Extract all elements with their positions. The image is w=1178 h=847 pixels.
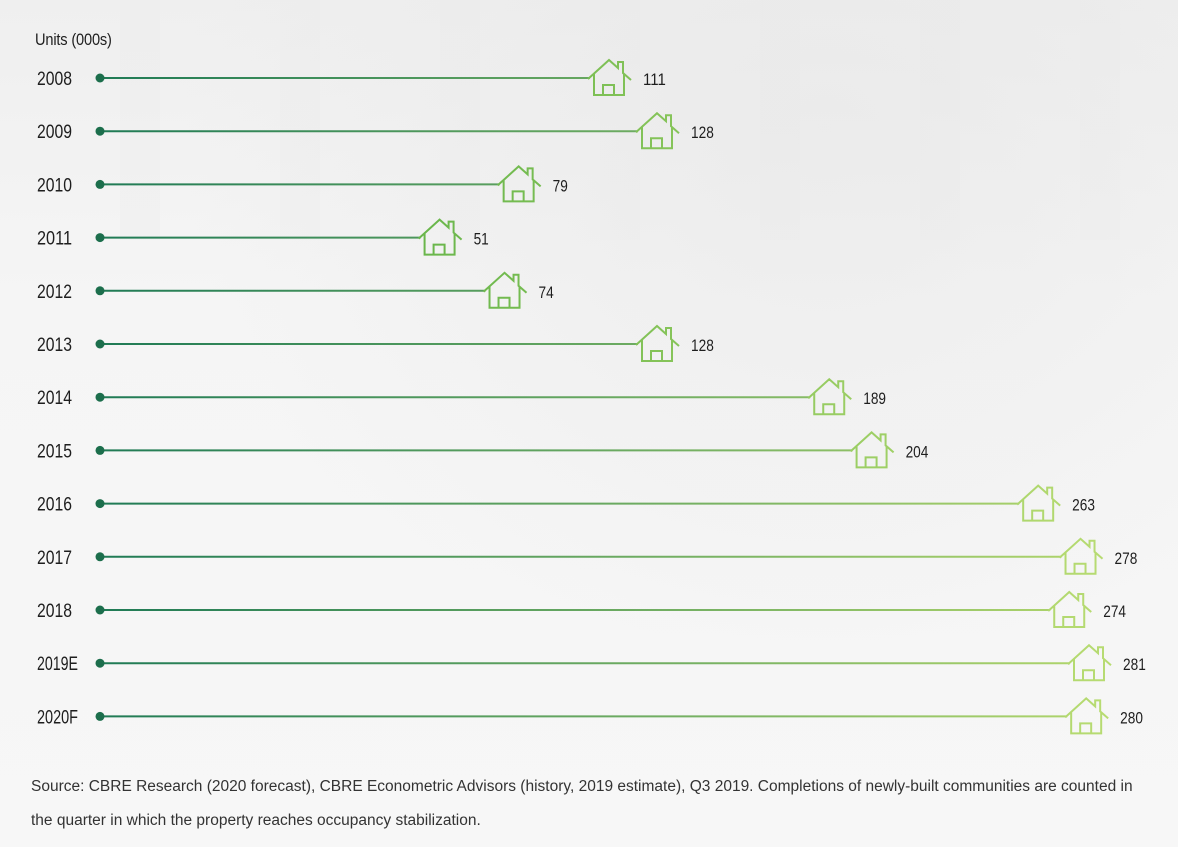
value-label: 79 <box>553 176 568 195</box>
year-label: 2015 <box>37 441 72 462</box>
start-dot <box>95 445 105 455</box>
chart-row: 2018 274 <box>37 590 1126 628</box>
year-label: 2018 <box>37 601 72 622</box>
start-dot <box>95 552 105 562</box>
value-label: 128 <box>691 123 714 142</box>
chart-row: 2012 74 <box>37 271 554 309</box>
house-icon <box>482 271 528 309</box>
start-dot <box>95 233 105 243</box>
chart-row: 2013 128 <box>37 324 714 362</box>
year-label: 2012 <box>37 282 72 303</box>
year-label: 2019E <box>37 654 78 675</box>
chart-row: 2017 278 <box>37 537 1138 575</box>
value-label: 204 <box>906 442 929 461</box>
house-icon <box>807 377 852 416</box>
value-label: 74 <box>539 283 554 302</box>
house-icon <box>1067 643 1112 682</box>
year-label: 2017 <box>37 548 72 569</box>
year-label: 2008 <box>37 69 72 90</box>
start-dot <box>95 126 105 136</box>
house-icon <box>417 218 463 256</box>
start-dot <box>95 605 105 615</box>
house-icon <box>1064 697 1109 735</box>
start-dot <box>95 73 105 83</box>
year-label: 2011 <box>37 229 72 250</box>
house-icon <box>635 324 680 362</box>
chart-row: 2020F 280 <box>37 697 1143 735</box>
value-label: 263 <box>1072 496 1095 515</box>
units-label: Units (000s) <box>35 30 112 49</box>
start-dot <box>95 392 105 402</box>
year-label: 2014 <box>37 388 72 409</box>
source-note: Source: CBRE Research (2020 forecast), C… <box>31 778 1133 829</box>
house-icon <box>587 58 632 96</box>
value-label: 189 <box>863 389 886 408</box>
house-icon <box>1016 484 1061 522</box>
chart-row: 2019E 281 <box>37 643 1146 682</box>
start-dot <box>95 179 105 189</box>
chart-row: 2009 128 <box>37 111 714 150</box>
year-label: 2016 <box>37 495 72 516</box>
chart-row: 2011 51 <box>37 218 489 256</box>
value-label: 51 <box>474 230 489 249</box>
year-label: 2020F <box>37 707 78 728</box>
value-label: 274 <box>1103 602 1126 621</box>
value-label: 111 <box>643 70 666 89</box>
house-icon <box>849 431 895 469</box>
value-label: 278 <box>1115 549 1138 568</box>
value-label: 280 <box>1120 708 1143 727</box>
chart-row: 2010 79 <box>37 165 568 203</box>
chart-row: 2014 189 <box>37 377 886 416</box>
house-icon <box>635 111 680 150</box>
house-icon <box>1058 537 1104 575</box>
start-dot <box>95 339 105 349</box>
house-icon <box>496 165 542 203</box>
year-label: 2013 <box>37 335 72 356</box>
start-dot <box>95 286 105 296</box>
value-label: 128 <box>691 336 714 355</box>
value-label: 281 <box>1123 655 1146 674</box>
year-label: 2009 <box>37 122 72 143</box>
year-label: 2010 <box>37 175 72 196</box>
start-dot <box>95 711 105 721</box>
chart-row: 2015 204 <box>37 431 929 469</box>
start-dot <box>95 499 105 509</box>
chart-row: 2008 111 <box>37 58 666 96</box>
start-dot <box>95 658 105 668</box>
house-icon <box>1047 590 1092 628</box>
chart-row: 2016 263 <box>37 484 1095 522</box>
